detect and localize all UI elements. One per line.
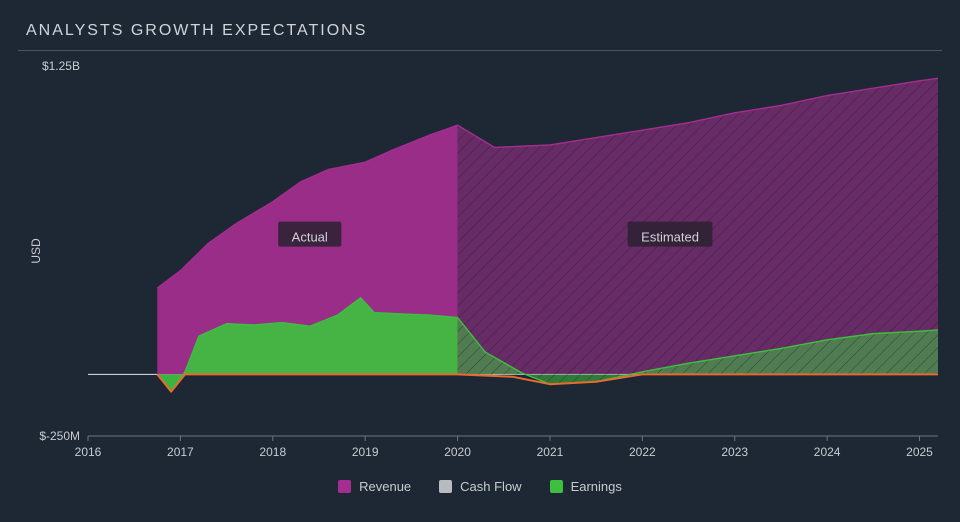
legend-swatch — [338, 480, 351, 493]
chart-title: ANALYSTS GROWTH EXPECTATIONS — [18, 14, 942, 51]
chart-svg: $1.25B $-250M USD 2016 2017 2018 2019 2020 2021 2… — [18, 58, 942, 466]
svg-text:2016: 2016 — [75, 445, 102, 459]
svg-text:2023: 2023 — [721, 445, 748, 459]
svg-text:USD: USD — [29, 238, 43, 264]
legend-item[interactable]: Earnings — [550, 479, 622, 494]
svg-text:2019: 2019 — [352, 445, 379, 459]
legend-item[interactable]: Cash Flow — [439, 479, 521, 494]
svg-text:2025: 2025 — [906, 445, 933, 459]
svg-text:2021: 2021 — [537, 445, 564, 459]
legend-swatch — [439, 480, 452, 493]
chart-card: ANALYSTS GROWTH EXPECTATIONS $1.25B $-250… — [18, 14, 942, 500]
svg-text:2017: 2017 — [167, 445, 194, 459]
legend: Revenue Cash Flow Earnings — [18, 472, 942, 500]
svg-text:Actual: Actual — [292, 230, 328, 245]
legend-label: Earnings — [571, 479, 622, 494]
svg-text:$1.25B: $1.25B — [42, 59, 80, 73]
svg-text:2024: 2024 — [814, 445, 841, 459]
svg-text:$-250M: $-250M — [39, 429, 80, 443]
svg-text:2022: 2022 — [629, 445, 656, 459]
legend-item[interactable]: Revenue — [338, 479, 411, 494]
svg-text:2020: 2020 — [444, 445, 471, 459]
legend-swatch — [550, 480, 563, 493]
svg-text:2018: 2018 — [259, 445, 286, 459]
svg-text:Estimated: Estimated — [641, 230, 699, 245]
plot-area: $1.25B $-250M USD 2016 2017 2018 2019 2020 2021 2… — [18, 58, 942, 466]
legend-label: Revenue — [359, 479, 411, 494]
legend-label: Cash Flow — [460, 479, 521, 494]
